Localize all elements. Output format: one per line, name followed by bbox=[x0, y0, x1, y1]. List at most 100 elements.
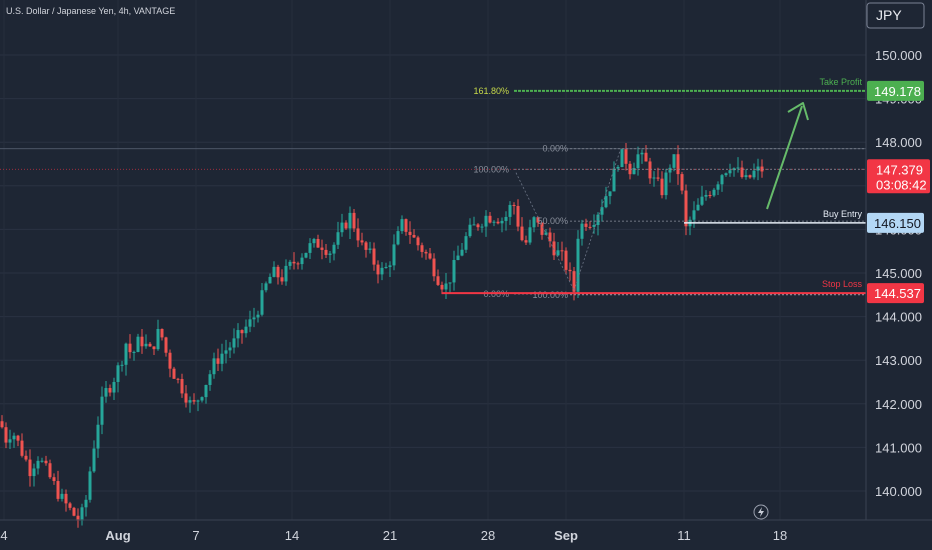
candle-body bbox=[656, 177, 660, 179]
bar-countdown: 03:08:42 bbox=[876, 177, 927, 192]
candle-body bbox=[500, 220, 504, 224]
price-tick-label: 143.000 bbox=[875, 353, 922, 368]
price-tick-label: 145.000 bbox=[875, 266, 922, 281]
candle-body bbox=[588, 226, 592, 228]
candle-body bbox=[368, 248, 372, 250]
candle-body bbox=[152, 346, 156, 350]
candle-body bbox=[92, 448, 96, 472]
candle-body bbox=[664, 172, 668, 196]
candle-body bbox=[608, 191, 612, 197]
candle-body bbox=[696, 204, 700, 211]
currency-button[interactable]: JPY bbox=[866, 2, 925, 29]
candle-body bbox=[224, 350, 228, 354]
time-tick-label: 28 bbox=[481, 528, 495, 543]
fib-diagonal bbox=[573, 150, 621, 291]
candle-body bbox=[220, 353, 224, 364]
candle-body bbox=[288, 261, 292, 266]
candle-body bbox=[332, 244, 336, 254]
candle-body bbox=[156, 328, 160, 350]
fib-left-label: 100.00% bbox=[473, 164, 509, 174]
candle-body bbox=[540, 222, 544, 235]
candle-body bbox=[172, 368, 176, 379]
candle-body bbox=[124, 343, 128, 365]
candle-body bbox=[240, 330, 244, 334]
candle-body bbox=[548, 232, 552, 242]
candle-body bbox=[580, 223, 584, 239]
candle-body bbox=[680, 174, 684, 191]
candle-body bbox=[136, 336, 140, 352]
candle-body bbox=[252, 317, 256, 320]
price-tick-label: 144.000 bbox=[875, 310, 922, 325]
candle-body bbox=[572, 271, 576, 292]
candle-body bbox=[212, 358, 216, 375]
candle-body bbox=[188, 400, 192, 403]
candle-body bbox=[528, 227, 532, 243]
candle-body bbox=[96, 424, 100, 449]
candle-body bbox=[716, 184, 720, 190]
candle-body bbox=[60, 493, 64, 499]
candle-body bbox=[48, 463, 52, 478]
candle-body bbox=[380, 267, 384, 275]
candle-body bbox=[208, 374, 212, 385]
candle-body bbox=[112, 381, 116, 393]
candle-body bbox=[636, 154, 640, 169]
candle-body bbox=[644, 152, 648, 162]
candle-body bbox=[448, 282, 452, 284]
candle-body bbox=[496, 221, 500, 224]
candle-body bbox=[248, 319, 252, 327]
candle-body bbox=[504, 216, 508, 221]
candle-body bbox=[640, 152, 644, 155]
candle-body bbox=[8, 439, 12, 443]
candle-body bbox=[100, 396, 104, 425]
candle-body bbox=[416, 237, 420, 246]
candle-body bbox=[324, 249, 328, 255]
candle-body bbox=[648, 161, 652, 179]
candle-body bbox=[276, 266, 280, 278]
candle-body bbox=[304, 252, 308, 258]
candle-body bbox=[328, 253, 332, 255]
candle-body bbox=[336, 232, 340, 245]
stop-loss-label: Stop Loss bbox=[822, 279, 863, 289]
candle-body bbox=[592, 224, 596, 227]
candle-body bbox=[556, 250, 560, 256]
candle-body bbox=[708, 194, 712, 196]
candle-body bbox=[668, 167, 672, 173]
stop-loss-tag: 144.537 bbox=[867, 283, 924, 304]
time-axis[interactable]: 4 Aug 7 14 21 28 Sep 11 18 bbox=[0, 528, 787, 543]
candle-series bbox=[0, 142, 764, 528]
candle-body bbox=[372, 248, 376, 265]
candle-body bbox=[140, 336, 144, 347]
lightning-icon[interactable] bbox=[753, 504, 769, 520]
candle-body bbox=[260, 290, 264, 315]
candle-body bbox=[596, 214, 600, 225]
candle-body bbox=[444, 283, 448, 290]
symbol-title: U.S. Dollar / Japanese Yen, 4h, VANTAGE bbox=[6, 6, 175, 16]
candle-body bbox=[164, 337, 168, 353]
candle-body bbox=[440, 284, 444, 290]
candle-body bbox=[20, 440, 24, 456]
candle-body bbox=[560, 250, 564, 252]
candle-body bbox=[736, 167, 740, 169]
candle-body bbox=[104, 388, 108, 397]
fib-right-label: 50.00% bbox=[537, 216, 568, 226]
time-tick-label: 7 bbox=[192, 528, 199, 543]
candle-body bbox=[4, 427, 8, 443]
candle-body bbox=[340, 222, 344, 233]
price-tick-label: 148.000 bbox=[875, 135, 922, 150]
candle-body bbox=[576, 238, 580, 292]
candle-body bbox=[384, 266, 388, 268]
candle-body bbox=[712, 189, 716, 196]
candle-body bbox=[348, 212, 352, 229]
candle-body bbox=[424, 251, 428, 254]
candle-body bbox=[352, 212, 356, 229]
take-profit-label: Take Profit bbox=[819, 77, 862, 87]
candle-body bbox=[748, 175, 752, 178]
candle-body bbox=[204, 384, 208, 398]
target-arrow-shaft bbox=[766, 105, 803, 210]
candle-body bbox=[28, 459, 32, 477]
candle-body bbox=[108, 388, 112, 393]
candle-body bbox=[12, 435, 16, 440]
candle-body bbox=[452, 259, 456, 283]
